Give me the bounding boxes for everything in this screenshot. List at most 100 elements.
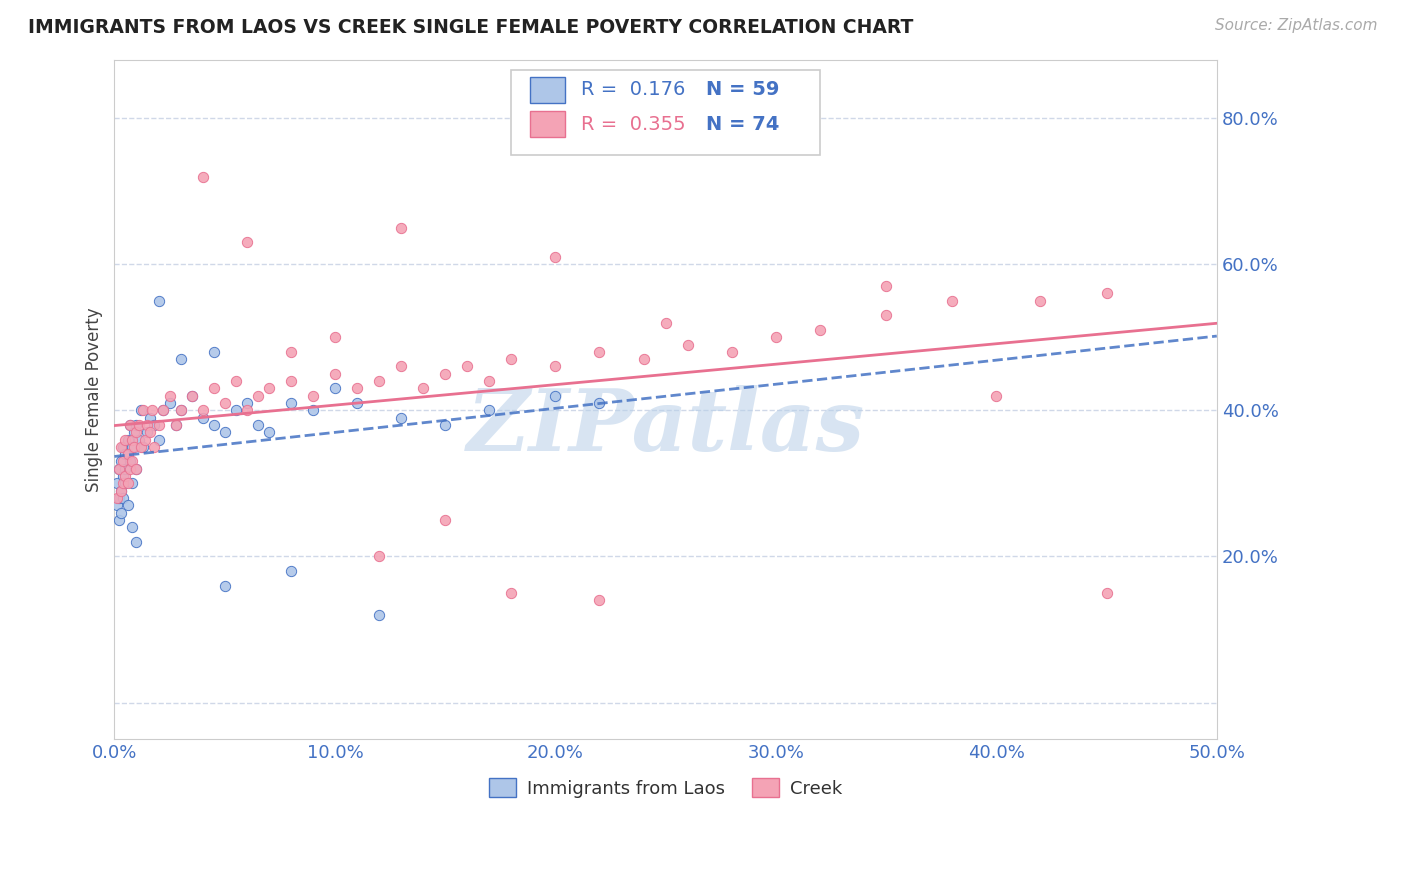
Point	[368, 607, 391, 622]
Point	[121, 433, 143, 447]
Text: Source: ZipAtlas.com: Source: ZipAtlas.com	[1215, 18, 1378, 33]
Text: N = 59: N = 59	[706, 80, 780, 100]
Point	[138, 425, 160, 440]
Point	[765, 330, 787, 344]
Bar	[530, 112, 565, 137]
Point	[180, 389, 202, 403]
Point	[202, 344, 225, 359]
Point	[346, 396, 368, 410]
Point	[280, 374, 302, 388]
Point	[941, 293, 963, 308]
Point	[235, 403, 257, 417]
Point	[112, 476, 135, 491]
Point	[117, 447, 139, 461]
Point	[122, 425, 145, 440]
Point	[202, 381, 225, 395]
Point	[389, 359, 412, 374]
Point	[368, 374, 391, 388]
Point	[191, 403, 214, 417]
Point	[148, 293, 170, 308]
Point	[141, 403, 163, 417]
Point	[434, 417, 457, 432]
Point	[105, 498, 128, 512]
Point	[1095, 586, 1118, 600]
Point	[110, 483, 132, 498]
Point	[143, 440, 166, 454]
Point	[143, 417, 166, 432]
Point	[588, 344, 610, 359]
Point	[112, 491, 135, 505]
Point	[225, 374, 247, 388]
Point	[323, 381, 346, 395]
Point	[152, 403, 174, 417]
Point	[114, 433, 136, 447]
Point	[136, 425, 159, 440]
Bar	[530, 77, 565, 103]
Point	[125, 534, 148, 549]
Point	[125, 417, 148, 432]
Point	[132, 440, 155, 454]
Point	[323, 367, 346, 381]
Point	[246, 389, 269, 403]
Point	[235, 396, 257, 410]
Point	[280, 344, 302, 359]
Point	[121, 520, 143, 534]
Point	[434, 367, 457, 381]
Point	[501, 586, 523, 600]
Point	[280, 564, 302, 578]
Point	[165, 417, 187, 432]
Point	[257, 381, 280, 395]
Point	[132, 403, 155, 417]
Point	[108, 513, 131, 527]
Point	[118, 454, 141, 468]
Point	[159, 396, 181, 410]
Point	[169, 403, 191, 417]
Text: R =  0.176: R = 0.176	[581, 80, 685, 100]
Point	[118, 462, 141, 476]
Point	[588, 396, 610, 410]
Point	[214, 396, 236, 410]
Point	[165, 417, 187, 432]
Point	[302, 389, 325, 403]
Point	[654, 316, 676, 330]
Point	[118, 417, 141, 432]
Point	[412, 381, 434, 395]
Point	[108, 491, 131, 505]
Point	[544, 359, 567, 374]
Point	[191, 169, 214, 184]
Point	[125, 462, 148, 476]
Point	[112, 440, 135, 454]
Point	[117, 498, 139, 512]
Point	[986, 389, 1008, 403]
Point	[169, 403, 191, 417]
Point	[114, 447, 136, 461]
Point	[148, 417, 170, 432]
Point	[225, 403, 247, 417]
Point	[125, 462, 148, 476]
Text: N = 74: N = 74	[706, 115, 780, 134]
Point	[544, 250, 567, 264]
Point	[128, 433, 150, 447]
Point	[152, 403, 174, 417]
Point	[110, 454, 132, 468]
Point	[478, 403, 501, 417]
Point	[114, 462, 136, 476]
Point	[118, 417, 141, 432]
Point	[478, 374, 501, 388]
Point	[122, 440, 145, 454]
Point	[588, 593, 610, 607]
Point	[456, 359, 478, 374]
Point	[114, 469, 136, 483]
Point	[346, 381, 368, 395]
Point	[720, 344, 742, 359]
Point	[129, 440, 152, 454]
Point	[633, 352, 655, 367]
Point	[191, 410, 214, 425]
Point	[323, 330, 346, 344]
Point	[108, 462, 131, 476]
Point	[105, 491, 128, 505]
Point	[128, 417, 150, 432]
Point	[134, 433, 156, 447]
Point	[202, 417, 225, 432]
Point	[159, 389, 181, 403]
